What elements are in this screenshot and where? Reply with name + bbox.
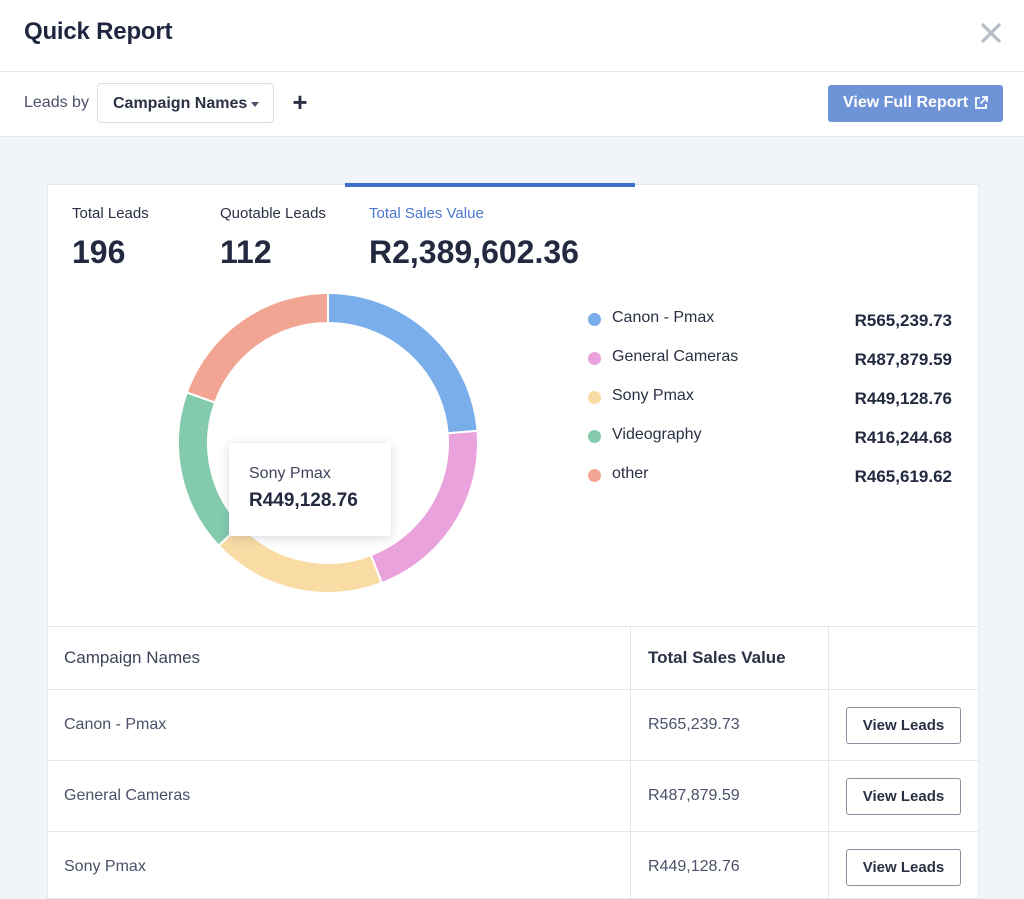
table-row: Sony Pmax R449,128.76 View Leads (48, 831, 978, 899)
legend-value: R449,128.76 (854, 389, 952, 408)
metric-label: Quotable Leads (220, 205, 326, 222)
add-grouping-button[interactable]: + (292, 87, 308, 117)
chart-legend: Canon - Pmax R565,239.73 General Cameras R4… (588, 309, 952, 504)
legend-swatch (588, 430, 601, 443)
active-tab-indicator (345, 183, 635, 187)
leads-by-label: Leads by (24, 94, 89, 111)
metric-total-leads[interactable]: Total Leads 196 (72, 205, 149, 271)
caret-down-icon (251, 102, 259, 107)
legend-swatch (588, 352, 601, 365)
modal-header: Quick Report (0, 0, 1024, 72)
actions-cell: View Leads (829, 832, 978, 899)
donut-slice-other[interactable] (185, 291, 329, 404)
legend-label: Canon - Pmax (612, 309, 715, 326)
table-row: General Cameras R487,879.59 View Leads (48, 760, 978, 831)
sales-value-cell: R449,128.76 (631, 832, 829, 899)
sales-value-cell: R565,239.73 (631, 690, 829, 760)
legend-item[interactable]: Videography R416,244.68 (588, 426, 952, 465)
legend-value: R465,619.62 (854, 467, 952, 486)
legend-value: R487,879.59 (854, 350, 952, 369)
legend-label: Videography (612, 426, 702, 443)
group-by-value: Campaign Names (113, 95, 248, 112)
metric-value: R2,389,602.36 (369, 234, 579, 270)
legend-item[interactable]: General Cameras R487,879.59 (588, 348, 952, 387)
tooltip-value: R449,128.76 (249, 490, 358, 511)
table-header-row: Campaign Names Total Sales Value (48, 626, 978, 689)
legend-swatch (588, 313, 601, 326)
campaign-table: Campaign Names Total Sales Value Canon -… (48, 626, 978, 899)
view-leads-button[interactable]: View Leads (846, 706, 961, 744)
donut-slice-canon-pmax[interactable] (327, 291, 479, 435)
actions-cell: View Leads (829, 761, 978, 831)
view-leads-button[interactable]: View Leads (846, 848, 961, 886)
legend-item[interactable]: Sony Pmax R449,128.76 (588, 387, 952, 426)
metric-total-sales-value[interactable]: Total Sales Value R2,389,602.36 (369, 205, 579, 271)
metric-label: Total Sales Value (369, 205, 484, 222)
actions-cell: View Leads (829, 690, 978, 760)
legend-swatch (588, 391, 601, 404)
table-row: Canon - Pmax R565,239.73 View Leads (48, 689, 978, 760)
campaign-name-cell: Sony Pmax (48, 832, 631, 899)
legend-item[interactable]: other R465,619.62 (588, 465, 952, 504)
external-link-icon (975, 96, 988, 109)
page-title: Quick Report (24, 18, 173, 45)
group-by-select[interactable]: Campaign Names (97, 83, 274, 123)
sales-value-cell: R487,879.59 (631, 761, 829, 831)
view-full-report-button[interactable]: View Full Report (828, 85, 1003, 122)
view-leads-button[interactable]: View Leads (846, 777, 961, 815)
legend-swatch (588, 469, 601, 482)
tooltip-name: Sony Pmax (249, 465, 331, 482)
report-card: Total Leads 196 Quotable Leads 112 Total… (47, 183, 979, 899)
column-header-actions (829, 627, 978, 689)
view-full-report-label: View Full Report (843, 94, 969, 111)
column-header-sales: Total Sales Value (631, 627, 829, 689)
sales-donut-chart[interactable] (176, 291, 480, 595)
legend-item[interactable]: Canon - Pmax R565,239.73 (588, 309, 952, 348)
legend-label: General Cameras (612, 348, 739, 365)
legend-label: other (612, 465, 649, 482)
campaign-name-cell: Canon - Pmax (48, 690, 631, 760)
chart-tooltip: Sony Pmax R449,128.76 (229, 443, 391, 536)
campaign-name-cell: General Cameras (48, 761, 631, 831)
close-icon[interactable] (978, 20, 1004, 46)
metric-label: Total Leads (72, 205, 149, 222)
legend-value: R416,244.68 (854, 428, 952, 447)
metric-quotable-leads[interactable]: Quotable Leads 112 (220, 205, 326, 271)
legend-label: Sony Pmax (612, 387, 694, 404)
metric-value: 196 (72, 234, 126, 270)
report-toolbar: Leads by Campaign Names + View Full Repo… (0, 72, 1024, 137)
column-header-campaign: Campaign Names (48, 627, 631, 689)
legend-value: R565,239.73 (854, 311, 952, 330)
metric-value: 112 (220, 234, 272, 270)
